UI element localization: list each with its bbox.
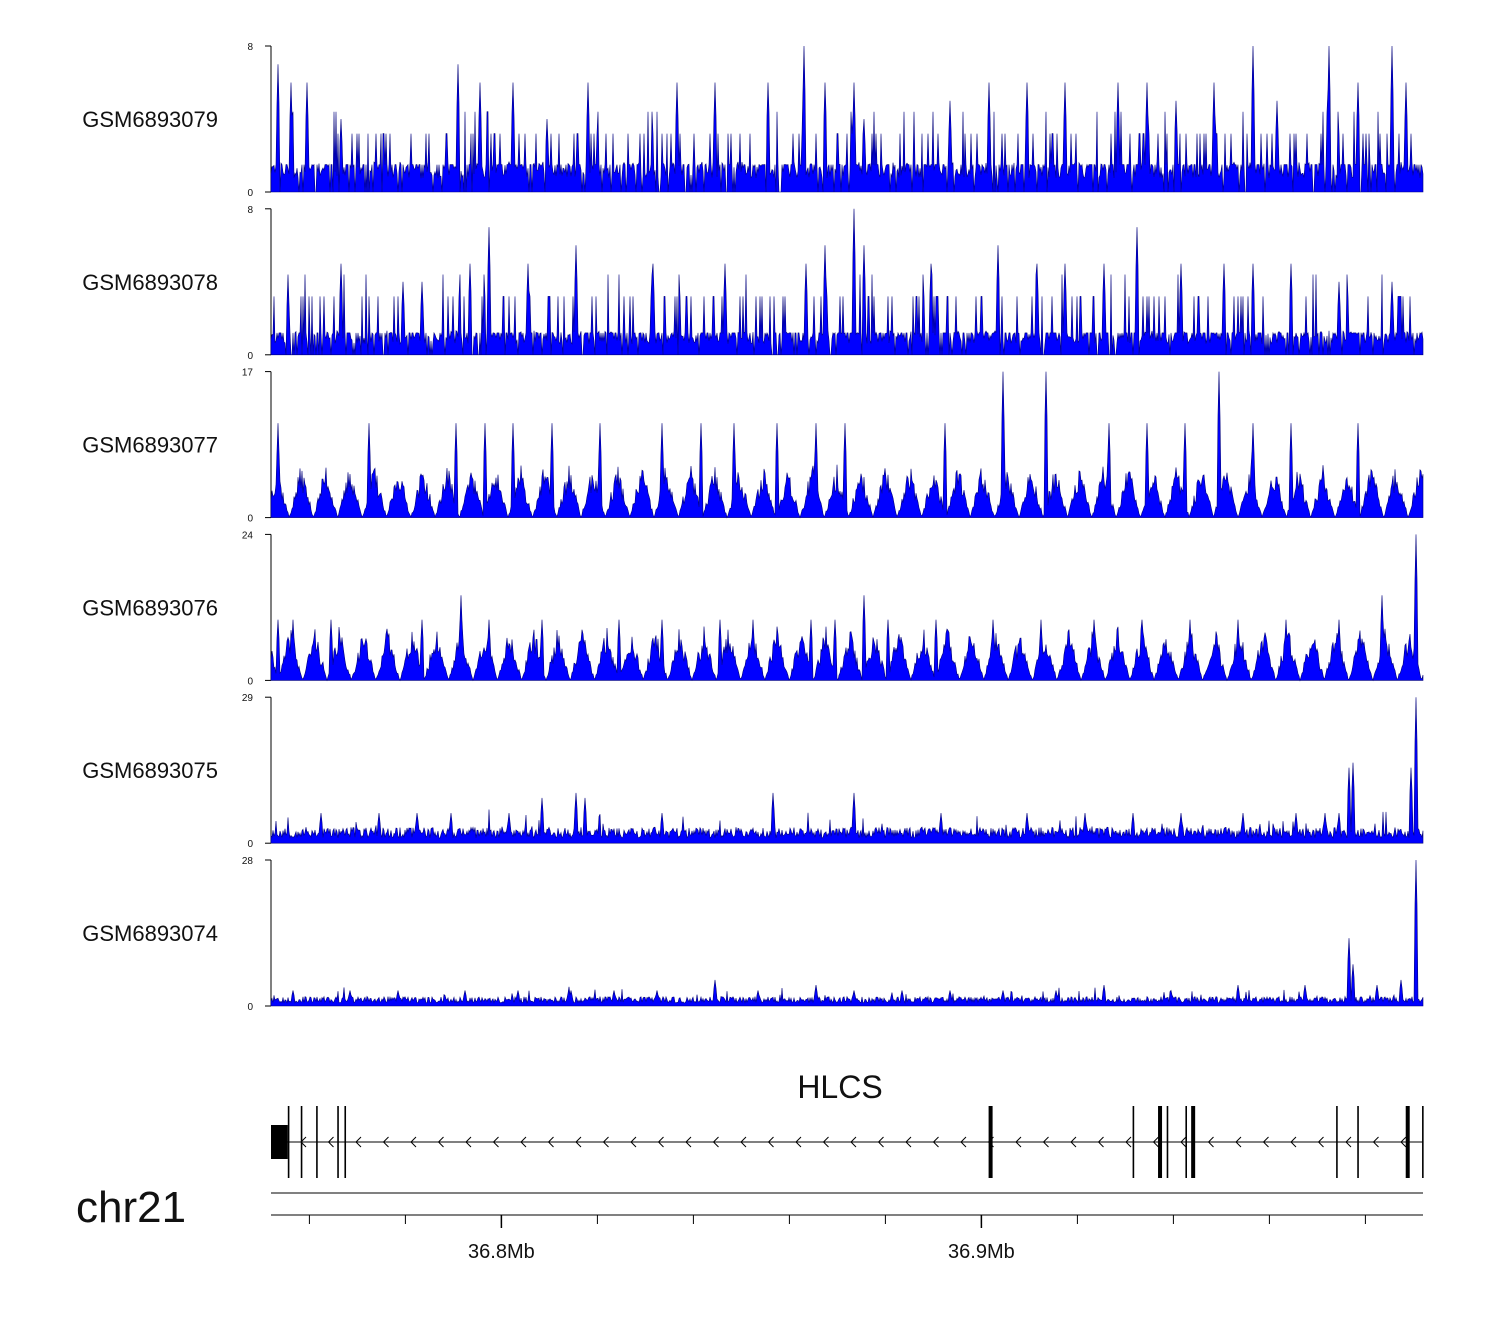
strand-arrow (602, 1136, 609, 1148)
strand-arrow (1345, 1136, 1352, 1148)
exon (316, 1106, 318, 1178)
strand-arrow (547, 1136, 554, 1148)
track-label: GSM6893074 (82, 921, 218, 946)
exon (300, 1106, 303, 1178)
strand-arrow (795, 1136, 802, 1148)
strand-arrow (1207, 1136, 1214, 1148)
strand-arrow (877, 1136, 884, 1148)
strand-arrow (960, 1136, 967, 1148)
track-signal-area (270, 859, 1424, 1007)
signal-tracks: GSM689307980GSM689307880GSM6893077170GSM… (82, 42, 1424, 1013)
track-GSM6893077: GSM6893077 17 0 (82, 368, 1424, 525)
exon (1422, 1106, 1424, 1178)
strand-arrow (1180, 1136, 1187, 1148)
y-tick-label-max: 29 (242, 693, 254, 704)
exon (287, 1106, 290, 1178)
y-tick-label-min: 0 (247, 351, 253, 362)
y-tick-label-min: 0 (247, 188, 253, 199)
strand-arrow (740, 1136, 747, 1148)
track-label: GSM6893078 (82, 270, 218, 295)
y-tick-label-max: 8 (247, 205, 253, 216)
strand-arrow (410, 1136, 417, 1148)
track-label: GSM6893079 (82, 107, 218, 132)
strand-arrow (355, 1136, 362, 1148)
strand-arrow (575, 1136, 582, 1148)
track-GSM6893078: GSM6893078 8 0 (82, 205, 1424, 362)
y-tick-label-max: 8 (247, 42, 253, 53)
exon (337, 1106, 339, 1178)
strand-arrow (850, 1136, 857, 1148)
track-GSM6893079: GSM6893079 8 0 (82, 42, 1424, 199)
y-tick-label-min: 0 (247, 514, 253, 525)
y-tick-label-min: 0 (247, 839, 253, 850)
exon (988, 1106, 993, 1178)
strand-arrow (905, 1136, 912, 1148)
genome-axis: chr21 36.8Mb 36.9Mb (76, 1183, 1423, 1263)
exon (344, 1106, 347, 1178)
track-label: GSM6893076 (82, 595, 218, 620)
strand-arrow (657, 1136, 664, 1148)
strand-arrow (1400, 1136, 1407, 1148)
strand-arrow (1372, 1136, 1379, 1148)
strand-arrow (1262, 1136, 1269, 1148)
strand-arrow (1015, 1136, 1022, 1148)
strand-arrow (465, 1136, 472, 1148)
exon (1336, 1106, 1338, 1178)
gene-name-label: HLCS (797, 1069, 882, 1105)
y-tick-label-min: 0 (247, 1002, 253, 1013)
strand-arrow (712, 1136, 719, 1148)
x-tick-label: 36.8Mb (468, 1241, 535, 1263)
strand-arrow (822, 1136, 829, 1148)
y-tick-label-max: 28 (242, 856, 254, 867)
track-label: GSM6893077 (82, 433, 218, 458)
track-signal-area (270, 534, 1424, 682)
track-GSM6893074: GSM6893074 28 0 (82, 856, 1424, 1013)
exon (271, 1125, 288, 1159)
strand-arrow (1152, 1136, 1159, 1148)
strand-arrow (437, 1136, 444, 1148)
strand-arrow (327, 1136, 334, 1148)
strand-arrow (630, 1136, 637, 1148)
track-GSM6893075: GSM6893075 29 0 (82, 693, 1424, 850)
y-tick-label-max: 17 (242, 368, 254, 379)
track-signal-area (270, 371, 1424, 519)
strand-arrow (1290, 1136, 1297, 1148)
exon (1405, 1106, 1410, 1178)
track-signal-area (270, 45, 1424, 193)
strand-arrow (1125, 1136, 1132, 1148)
gene-track: HLCS (271, 1069, 1424, 1178)
strand-arrow (520, 1136, 527, 1148)
strand-arrow (492, 1136, 499, 1148)
strand-arrow (685, 1136, 692, 1148)
strand-arrow (1235, 1136, 1242, 1148)
y-tick-label-max: 24 (242, 530, 254, 541)
exon (1166, 1106, 1169, 1178)
strand-arrow (382, 1136, 389, 1148)
track-GSM6893076: GSM6893076 24 0 (82, 530, 1424, 687)
strand-arrow (1070, 1136, 1077, 1148)
strand-arrow (767, 1136, 774, 1148)
strand-arrow (1097, 1136, 1104, 1148)
track-label: GSM6893075 (82, 758, 218, 783)
y-tick-label-min: 0 (247, 676, 253, 687)
track-signal-area (270, 208, 1424, 356)
exon (1158, 1106, 1163, 1178)
x-tick-label: 36.9Mb (948, 1241, 1015, 1263)
strand-arrow (932, 1136, 939, 1148)
strand-arrow (1317, 1136, 1324, 1148)
exon (1357, 1106, 1359, 1178)
strand-arrow (1042, 1136, 1049, 1148)
exon (1185, 1106, 1187, 1178)
chromosome-label: chr21 (76, 1183, 186, 1232)
exon (1191, 1106, 1196, 1178)
exon (1132, 1106, 1135, 1178)
track-signal-area (270, 697, 1424, 844)
